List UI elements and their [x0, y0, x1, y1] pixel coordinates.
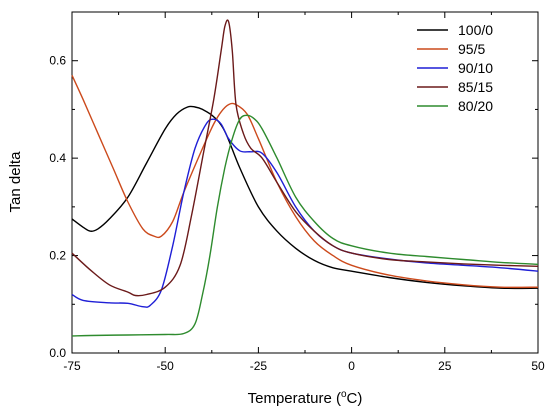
tick-labels: -75 -50 -25 0 25 50 0.0 0.2 0.4 0.6 — [49, 54, 545, 373]
legend-label-80-20: 80/20 — [458, 98, 493, 114]
x-tick-label: -25 — [250, 359, 268, 373]
axis-ticks — [71, 11, 539, 354]
legend-label-95-5: 95/5 — [458, 41, 485, 57]
y-axis-title: Tan delta — [7, 151, 24, 213]
series-line-95-5 — [71, 75, 539, 289]
series-line-80-20 — [71, 114, 539, 337]
x-tick-label: -50 — [157, 359, 175, 373]
series-line-100-0 — [71, 105, 539, 290]
series-line-85-15 — [71, 19, 539, 297]
legend-label-90-10: 90/10 — [458, 60, 493, 76]
x-tick-label: -75 — [63, 359, 81, 373]
x-axis-title: Temperature (oC) — [248, 389, 363, 407]
legend-label-85-15: 85/15 — [458, 79, 493, 95]
x-axis-title-unit: C) — [347, 390, 363, 407]
x-tick-label: 25 — [438, 359, 452, 373]
x-tick-label: 0 — [348, 359, 355, 373]
x-axis-title-degree: o — [341, 389, 347, 400]
legend-label-100-0: 100/0 — [458, 22, 493, 38]
series-line-90-10 — [71, 118, 539, 308]
data-series — [71, 19, 539, 337]
y-tick-label: 0.6 — [49, 54, 66, 68]
y-tick-label: 0.0 — [49, 346, 66, 360]
y-tick-label: 0.2 — [49, 249, 66, 263]
legend: 100/0 95/5 90/10 85/15 80/20 — [417, 22, 493, 114]
x-tick-label: 50 — [531, 359, 545, 373]
x-axis-title-main: Temperature ( — [248, 390, 341, 407]
y-tick-label: 0.4 — [49, 151, 66, 165]
